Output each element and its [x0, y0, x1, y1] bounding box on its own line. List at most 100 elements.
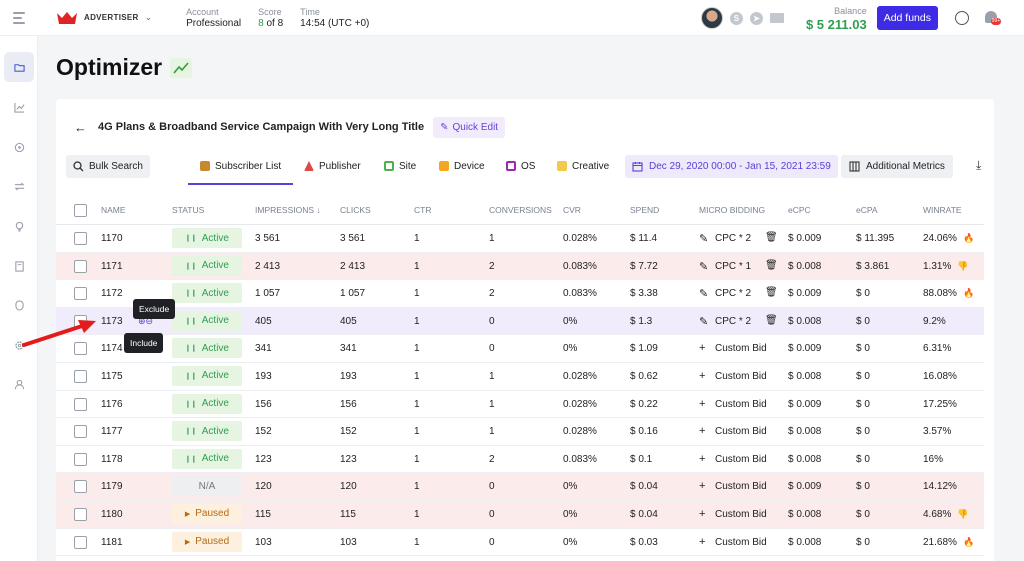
sidebar-item-transfers[interactable] [4, 171, 34, 201]
column-header-spend[interactable]: SPEND [630, 205, 660, 215]
pencil-icon[interactable]: ✎ [699, 288, 709, 301]
sidebar-item-ideas[interactable] [4, 211, 34, 241]
row-checkbox[interactable] [74, 342, 87, 356]
micro-bid-value[interactable]: Custom Bid [715, 426, 767, 438]
status-toggle[interactable]: ▶ Paused [172, 531, 242, 552]
status-toggle[interactable]: ▶ Paused [172, 503, 242, 524]
status-toggle[interactable]: N/A [172, 476, 242, 497]
column-header-ecpa[interactable]: eCPA [856, 205, 878, 215]
manager-avatar[interactable] [700, 7, 723, 29]
row-checkbox[interactable] [74, 369, 87, 383]
row-checkbox[interactable] [74, 232, 87, 245]
cell-conversions: 0 [489, 536, 495, 548]
micro-bid-value[interactable]: Custom Bid [715, 536, 767, 548]
column-header-ecpc[interactable]: eCPC [788, 205, 811, 215]
column-header-name[interactable]: NAME [101, 205, 126, 215]
mail-icon[interactable] [769, 13, 784, 23]
row-checkbox[interactable] [74, 535, 87, 549]
cell-spend: $ 11.4 [630, 233, 658, 244]
column-header-cvr[interactable]: CVR [563, 205, 581, 215]
bulk-search-button[interactable]: Bulk Search [66, 155, 150, 178]
column-header-clicks[interactable]: CLICKS [340, 205, 371, 215]
sidebar-item-targeting[interactable] [4, 132, 34, 162]
row-checkbox[interactable] [74, 425, 87, 439]
status-toggle[interactable]: ❙❙ Active [172, 310, 242, 331]
add-funds-button[interactable]: Add funds [876, 6, 938, 30]
micro-bid-value[interactable]: Custom Bid [715, 453, 767, 465]
micro-bid-value[interactable]: Custom Bid [715, 481, 767, 493]
micro-bid-value[interactable]: Custom Bid [715, 398, 767, 410]
plus-icon[interactable]: + [699, 425, 706, 438]
sidebar-item-profile[interactable] [4, 369, 34, 399]
include-exclude-toggle-icon[interactable]: ⊕⊖ [138, 315, 154, 326]
telegram-icon[interactable]: ➤ [749, 11, 763, 25]
menu-icon[interactable] [0, 11, 38, 24]
plus-icon[interactable]: + [699, 507, 706, 520]
column-header-bid[interactable]: MICRO BIDDING [699, 205, 766, 215]
status-toggle[interactable]: ❙❙ Active [172, 283, 242, 304]
micro-bid-value[interactable]: Custom Bid [715, 508, 767, 520]
skype-icon[interactable]: S [729, 11, 743, 25]
download-icon[interactable]: ⤓ [976, 158, 982, 172]
column-header-status[interactable]: STATUS [172, 205, 205, 215]
micro-bid-value[interactable]: CPC * 2 [715, 288, 752, 300]
quick-edit-button[interactable]: ✎ Quick Edit [433, 116, 506, 138]
plus-icon[interactable]: + [699, 535, 706, 548]
row-checkbox[interactable] [74, 397, 87, 411]
status-toggle[interactable]: ❙❙ Active [172, 421, 242, 442]
trash-icon[interactable]: 🗑 [765, 232, 778, 243]
tab-site[interactable]: Site [384, 155, 416, 185]
additional-metrics-button[interactable]: Additional Metrics [841, 155, 953, 178]
row-checkbox[interactable] [74, 287, 87, 301]
date-range-picker[interactable]: Dec 29, 2020 00:00 - Jan 15, 2021 23:59 [625, 155, 838, 178]
pencil-icon[interactable]: ✎ [699, 233, 709, 245]
pause-icon: ❙❙ [185, 235, 197, 242]
sidebar-item-reports[interactable] [4, 251, 34, 281]
column-header-ctr[interactable]: CTR [414, 205, 432, 215]
tab-subscriber-list[interactable]: Subscriber List [188, 155, 294, 185]
lightbulb-icon [15, 221, 23, 232]
plus-icon[interactable]: + [699, 342, 706, 355]
tab-creative[interactable]: Creative [557, 155, 609, 185]
tab-publisher[interactable]: Publisher [304, 155, 361, 185]
tab-device[interactable]: Device [439, 155, 485, 185]
select-all-checkbox[interactable] [74, 204, 87, 217]
notifications-bell-icon[interactable]: 99+ [984, 10, 1001, 26]
status-toggle[interactable]: ❙❙ Active [172, 448, 242, 469]
campaign-title: 4G Plans & Broadband Service Campaign Wi… [98, 121, 425, 133]
plus-icon[interactable]: + [699, 397, 706, 410]
status-toggle[interactable]: ❙❙ Active [172, 228, 242, 248]
sidebar-item-audiences[interactable] [4, 290, 34, 320]
row-checkbox[interactable] [74, 480, 87, 494]
micro-bid-value[interactable]: CPC * 2 [715, 233, 752, 244]
trash-icon[interactable]: 🗑 [765, 259, 778, 271]
plus-icon[interactable]: + [699, 480, 706, 493]
micro-bid-value[interactable]: CPC * 1 [715, 260, 752, 272]
thumbs-down-icon: 👎 [957, 260, 969, 271]
column-header-conversions[interactable]: CONVERSIONS [489, 205, 552, 215]
micro-bid-value[interactable]: CPC * 2 [715, 315, 752, 327]
row-checkbox[interactable] [74, 452, 87, 466]
plus-icon[interactable]: + [699, 452, 706, 465]
column-header-impressions[interactable]: IMPRESSIONS ↓ [255, 205, 321, 215]
status-toggle[interactable]: ❙❙ Active [172, 365, 242, 386]
back-arrow-icon[interactable]: ← [74, 119, 87, 135]
brand-switcher[interactable]: ADVERTISER ⌄ [56, 11, 152, 25]
plus-icon[interactable]: + [699, 369, 706, 382]
trash-icon[interactable]: 🗑 [765, 314, 778, 326]
trash-icon[interactable]: 🗑 [765, 287, 778, 299]
sidebar-item-campaigns[interactable] [4, 52, 34, 82]
pencil-icon[interactable]: ✎ [699, 260, 709, 273]
micro-bid-value[interactable]: Custom Bid [715, 343, 767, 355]
status-toggle[interactable]: ❙❙ Active [172, 338, 242, 359]
micro-bid-value[interactable]: Custom Bid [715, 370, 767, 382]
status-toggle[interactable]: ❙❙ Active [172, 393, 242, 414]
row-checkbox[interactable] [74, 507, 87, 521]
status-toggle[interactable]: ❙❙ Active [172, 255, 242, 276]
pencil-icon[interactable]: ✎ [699, 315, 709, 328]
user-profile-icon[interactable] [955, 11, 969, 25]
row-checkbox[interactable] [74, 259, 87, 273]
column-header-winrate[interactable]: WINRATE [923, 205, 962, 215]
sidebar-item-statistics[interactable] [4, 92, 34, 122]
tab-os[interactable]: OS [506, 155, 535, 185]
